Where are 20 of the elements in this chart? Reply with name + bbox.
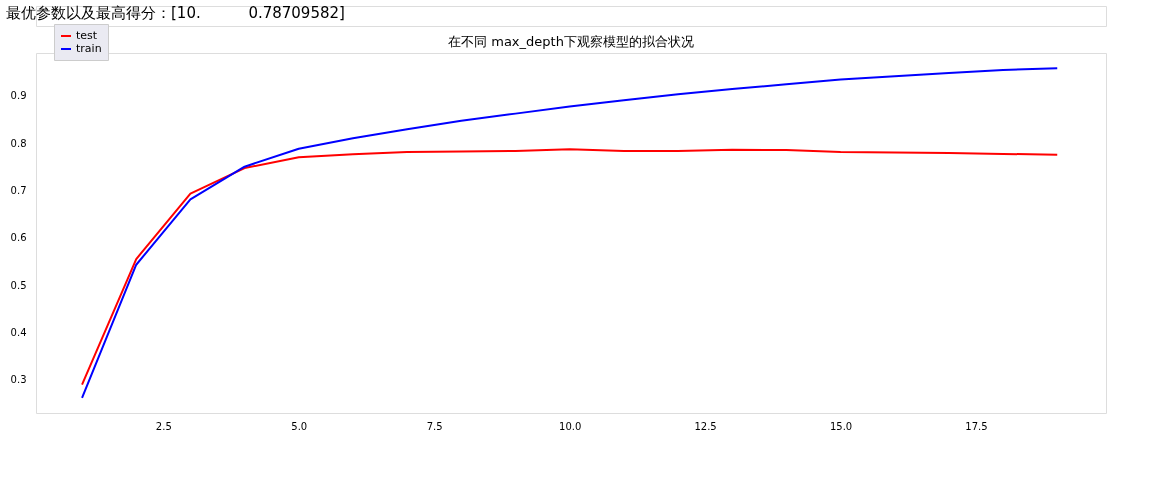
- x-tick-label: 12.5: [694, 420, 717, 432]
- text: 最优参数以及最高得分：[10. 0.78709582]: [6, 4, 345, 22]
- y-tick-label: 0.5: [10, 279, 27, 291]
- y-tick-label: 0.8: [10, 137, 27, 149]
- x-tick-label: 17.5: [965, 420, 988, 432]
- y-tick-label: 0.6: [10, 232, 27, 244]
- line-series: [81, 67, 1059, 399]
- legend-label: test: [76, 29, 98, 42]
- y-tick-label: 0.4: [10, 326, 27, 338]
- x-tick-label: 2.5: [155, 420, 172, 432]
- legend-label: train: [76, 42, 102, 55]
- y-tick-label: 0.7: [10, 184, 27, 196]
- line-series: [81, 148, 1059, 386]
- x-tick-label: 15.0: [829, 420, 853, 432]
- x-tick-label: 5.0: [291, 420, 308, 432]
- y-tick-label: 0.3: [10, 374, 27, 386]
- x-tick-label: 10.0: [559, 420, 582, 432]
- x-tick-label: 7.5: [426, 420, 443, 432]
- chart-title: 在不同 max_depth下观察模型的拟合状况: [448, 34, 694, 49]
- y-tick-label: 0.9: [10, 90, 27, 102]
